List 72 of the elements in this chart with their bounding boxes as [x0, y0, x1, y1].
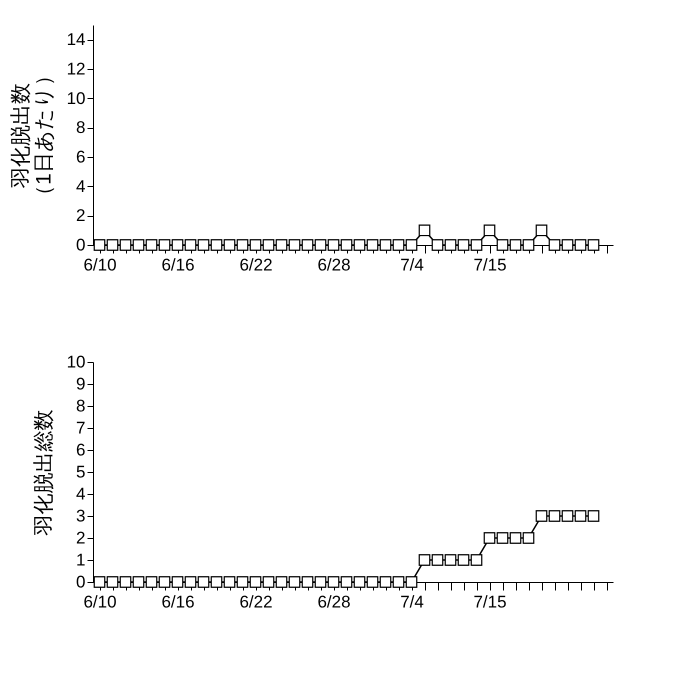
point — [146, 576, 158, 588]
y-tick-label: 6 — [76, 148, 86, 166]
y-tick-label: 1 — [76, 550, 86, 570]
point — [354, 576, 366, 588]
x-tick-label: 6/10 — [83, 592, 117, 612]
point — [458, 554, 470, 566]
point — [484, 532, 496, 544]
point — [158, 576, 170, 588]
point — [236, 576, 248, 588]
y-tick-label: 10 — [66, 88, 86, 108]
y-tick-label: 9 — [76, 374, 86, 394]
point — [432, 554, 444, 566]
y-tick-label: 6 — [76, 440, 86, 460]
point — [198, 576, 210, 588]
point — [132, 576, 144, 588]
y-tick-label: 3 — [76, 506, 86, 526]
point — [522, 532, 534, 544]
point — [418, 554, 430, 566]
point — [210, 576, 222, 588]
x-tick-label: 7/15 — [473, 592, 507, 612]
y-axis-title: 羽化脱出数（1日あたり） — [10, 65, 56, 206]
y-tick-label: 8 — [76, 118, 86, 138]
x-tick-label: 7/4 — [400, 592, 424, 612]
point — [340, 576, 352, 588]
point — [184, 576, 196, 588]
x-tick-label: 6/22 — [239, 256, 273, 274]
point — [496, 532, 508, 544]
point — [94, 576, 106, 588]
x-tick-label: 6/16 — [161, 256, 195, 274]
y-tick-label: 7 — [76, 418, 86, 438]
y-tick-label: 0 — [76, 236, 86, 254]
y-tick-label: 4 — [76, 484, 86, 504]
x-tick-label: 6/10 — [83, 256, 117, 274]
point — [288, 576, 300, 588]
point — [224, 576, 236, 588]
point — [262, 576, 274, 588]
x-tick-label: 6/28 — [317, 256, 351, 274]
y-tick-label: 10 — [66, 352, 86, 372]
point — [470, 554, 482, 566]
point — [328, 576, 340, 588]
point — [536, 510, 548, 522]
x-tick-label: 6/16 — [161, 592, 195, 612]
y-tick-label: 14 — [66, 30, 86, 50]
y-tick-label: 2 — [76, 528, 86, 548]
point — [120, 576, 132, 588]
y-tick-label: 0 — [76, 572, 86, 592]
point — [574, 510, 586, 522]
point — [106, 576, 118, 588]
point — [392, 576, 404, 588]
point — [302, 576, 314, 588]
y-tick-label: 4 — [76, 176, 86, 196]
point — [366, 576, 378, 588]
point — [250, 576, 262, 588]
x-tick-label: 6/28 — [317, 592, 351, 612]
point — [444, 554, 456, 566]
y-tick-label: 12 — [66, 60, 86, 78]
point — [548, 510, 560, 522]
point — [510, 532, 522, 544]
x-tick-label: 7/4 — [400, 256, 424, 274]
point — [172, 576, 184, 588]
point — [276, 576, 288, 588]
point — [588, 510, 600, 522]
point — [406, 576, 418, 588]
y-tick-label: 2 — [76, 206, 86, 226]
x-tick-label: 7/15 — [473, 256, 507, 274]
point — [380, 576, 392, 588]
y-tick-label: 5 — [76, 462, 86, 482]
y-tick-label: 8 — [76, 396, 86, 416]
y-axis-title: 羽化脱出総数 — [32, 410, 56, 536]
point — [314, 576, 326, 588]
point — [562, 510, 574, 522]
x-tick-label: 6/22 — [239, 592, 273, 612]
